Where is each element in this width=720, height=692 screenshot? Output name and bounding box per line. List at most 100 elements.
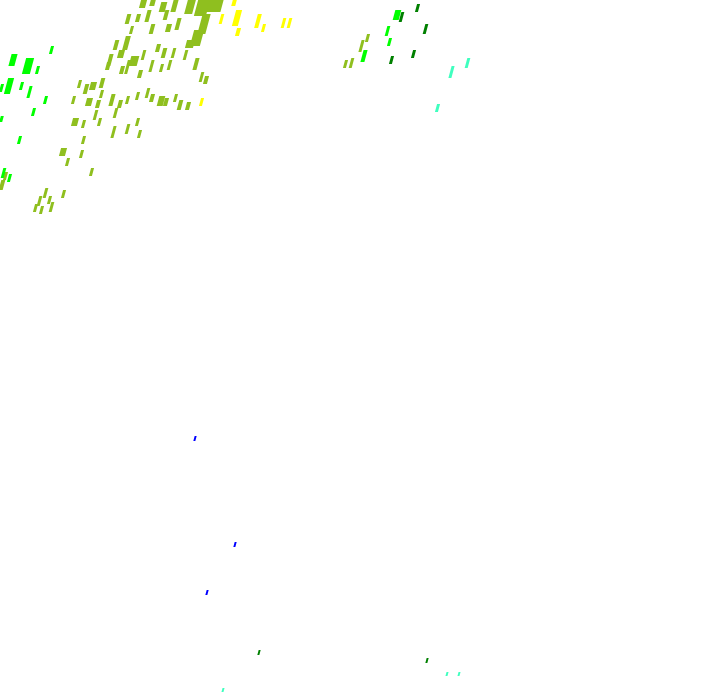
- precipitation-cell-olive: [149, 0, 156, 6]
- precipitation-cell-olive: [170, 0, 179, 12]
- precipitation-cell-green: [6, 174, 13, 182]
- precipitation-cell-olive: [154, 44, 162, 52]
- precipitation-cell-olive: [158, 64, 165, 72]
- precipitation-cell-olive: [184, 102, 192, 110]
- precipitation-cell-olive: [192, 58, 200, 70]
- precipitation-cell-green: [0, 84, 5, 92]
- precipitation-cell-green: [360, 50, 368, 62]
- precipitation-cell-dark-green: [398, 12, 405, 22]
- precipitation-cell-olive: [206, 0, 224, 12]
- precipitation-cell-olive: [134, 92, 141, 100]
- precipitation-cell-olive: [193, 0, 211, 16]
- precipitation-cell-olive: [70, 118, 80, 126]
- precipitation-cell-yellow: [231, 10, 243, 26]
- precipitation-cell-olive: [88, 168, 95, 176]
- precipitation-cell-olive: [60, 190, 67, 198]
- precipitation-cell-green: [48, 46, 55, 54]
- precipitation-cell-dark-green: [388, 56, 395, 64]
- precipitation-cell-olive: [124, 96, 131, 104]
- precipitation-cell-olive: [164, 24, 173, 32]
- precipitation-cell-dark-green: [422, 24, 429, 34]
- precipitation-cell-dark-green: [410, 50, 417, 58]
- precipitation-cell-olive: [96, 118, 103, 126]
- precipitation-cell-green: [0, 116, 4, 122]
- precipitation-cell-green: [26, 86, 33, 98]
- precipitation-cell-olive: [70, 96, 77, 104]
- precipitation-cell-green: [16, 136, 23, 144]
- precipitation-cell-olive: [364, 34, 371, 42]
- precipitation-cell-olive: [36, 196, 43, 206]
- precipitation-cell-olive: [122, 36, 131, 50]
- precipitation-cell-cyan: [434, 104, 441, 112]
- precipitation-cell-olive: [38, 206, 45, 214]
- precipitation-cell-olive: [94, 100, 102, 108]
- precipitation-cell-cyan: [221, 688, 225, 692]
- precipitation-cell-olive: [184, 0, 196, 14]
- precipitation-cell-yellow: [218, 14, 225, 24]
- precipitation-cell-olive: [138, 0, 148, 8]
- precipitation-cell-olive: [176, 100, 184, 110]
- precipitation-cell-olive: [80, 120, 87, 128]
- precipitation-cell-olive: [342, 60, 349, 68]
- precipitation-cell-olive: [128, 26, 135, 34]
- precipitation-cell-cyan: [448, 66, 455, 78]
- precipitation-cell-dark-green: [414, 4, 421, 12]
- precipitation-cell-olive: [148, 60, 155, 72]
- precipitation-cell-olive: [158, 2, 168, 12]
- precipitation-cell-green: [384, 26, 391, 36]
- precipitation-cell-green: [18, 82, 25, 90]
- precipitation-cell-green: [3, 78, 15, 94]
- precipitation-cell-green: [0, 168, 7, 178]
- precipitation-cell-cyan: [445, 672, 449, 676]
- precipitation-cell-dark-green: [257, 650, 261, 655]
- precipitation-cell-olive: [116, 100, 124, 108]
- precipitation-cell-olive: [166, 60, 173, 70]
- precipitation-cell-olive: [112, 108, 119, 118]
- precipitation-cell-green: [30, 108, 37, 116]
- precipitation-cell-olive: [182, 50, 189, 60]
- precipitation-cell-olive: [82, 84, 90, 94]
- precipitation-cell-olive: [64, 158, 71, 166]
- precipitation-cell-blue: [193, 436, 197, 441]
- precipitation-cell-olive: [162, 10, 170, 20]
- precipitation-cell-olive: [124, 14, 132, 24]
- precipitation-cell-olive: [84, 98, 94, 106]
- precipitation-cell-olive: [172, 94, 179, 102]
- precipitation-cell-cyan: [464, 58, 471, 68]
- precipitation-cell-olive: [202, 76, 210, 84]
- precipitation-cell-yellow: [198, 98, 205, 106]
- precipitation-cell-olive: [124, 124, 131, 134]
- precipitation-cell-olive: [48, 202, 55, 212]
- precipitation-cell-olive: [128, 56, 140, 66]
- precipitation-cell-olive: [358, 40, 365, 52]
- precipitation-cell-olive: [98, 78, 106, 88]
- precipitation-cell-olive: [110, 126, 117, 138]
- precipitation-cell-olive: [184, 40, 196, 48]
- precipitation-cell-yellow: [234, 28, 242, 36]
- precipitation-cell-green: [8, 54, 18, 66]
- precipitation-cell-olive: [92, 110, 99, 120]
- precipitation-cell-olive: [2, 172, 9, 180]
- precipitation-cell-green: [21, 58, 35, 74]
- precipitation-cell-green: [42, 96, 49, 104]
- precipitation-cell-olive: [197, 14, 211, 34]
- precipitation-cell-olive: [134, 118, 141, 126]
- precipitation-cell-olive: [116, 50, 126, 58]
- precipitation-cell-olive: [98, 90, 105, 98]
- precipitation-cell-olive: [104, 62, 112, 70]
- precipitation-cell-dark-green: [425, 658, 429, 663]
- precipitation-cell-olive: [118, 66, 126, 74]
- precipitation-cell-olive: [134, 14, 142, 22]
- precipitation-cell-blue: [205, 590, 209, 595]
- precipitation-cell-olive: [198, 72, 205, 82]
- precipitation-cell-olive: [160, 48, 168, 58]
- precipitation-cell-olive: [46, 196, 53, 204]
- precipitation-cell-yellow: [254, 14, 262, 28]
- precipitation-cell-olive: [148, 94, 156, 102]
- precipitation-cell-yellow: [286, 18, 293, 28]
- precipitation-cell-green: [34, 66, 41, 74]
- precipitation-cell-olive: [108, 94, 116, 106]
- precipitation-cell-olive: [156, 96, 166, 106]
